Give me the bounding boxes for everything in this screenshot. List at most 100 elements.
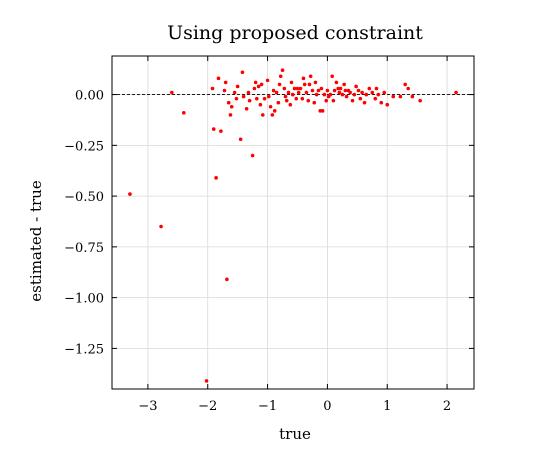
plot-frame (111, 55, 475, 390)
data-point (234, 96, 239, 101)
data-point (410, 94, 415, 99)
x-tick-labels: −3 −2 −1 0 1 2 (138, 399, 451, 414)
data-point (289, 80, 294, 85)
data-point (246, 90, 251, 95)
data-point (352, 92, 357, 97)
chart-title: Using proposed constraint (167, 22, 423, 44)
y-tick-label: −0.50 (64, 190, 104, 205)
data-point (240, 70, 245, 75)
data-point (284, 98, 289, 103)
data-point (367, 86, 372, 91)
data-point (211, 127, 216, 131)
data-point (325, 88, 330, 93)
data-point (295, 86, 300, 91)
data-point (232, 90, 237, 95)
data-point (270, 113, 275, 117)
data-point (373, 96, 378, 101)
data-point (128, 192, 132, 196)
x-tick-label: −2 (198, 399, 217, 414)
x-tick-label: −1 (258, 399, 277, 414)
data-point (235, 84, 240, 89)
y-tick-label: 0.00 (75, 89, 104, 104)
data-point (182, 111, 186, 115)
data-point (340, 92, 345, 97)
data-point (319, 86, 324, 91)
data-point (312, 100, 317, 105)
data-point (331, 98, 336, 103)
data-point (376, 92, 381, 97)
data-point (313, 80, 318, 85)
data-point (362, 100, 367, 105)
data-point (344, 94, 349, 99)
data-point (316, 88, 321, 93)
data-point (330, 74, 334, 79)
data-point (244, 106, 249, 111)
data-point (374, 86, 379, 91)
data-point (223, 80, 228, 85)
data-point (276, 100, 281, 105)
data-point (334, 80, 339, 85)
data-point (356, 88, 361, 93)
data-point (254, 96, 259, 101)
data-point (307, 82, 312, 87)
grid-lines (112, 56, 474, 389)
data-point (292, 86, 297, 91)
data-point (290, 92, 295, 97)
data-point (360, 90, 364, 95)
data-point (253, 80, 258, 85)
data-point (256, 84, 261, 89)
x-tick-label: 2 (443, 399, 451, 414)
data-point (260, 113, 265, 117)
data-point (306, 98, 311, 103)
y-tick-label: −0.25 (64, 139, 104, 154)
data-point (170, 90, 174, 95)
data-point (252, 86, 257, 91)
data-point (454, 90, 458, 95)
x-tick-label: 0 (323, 399, 331, 414)
data-point (324, 98, 329, 103)
data-point (302, 82, 307, 87)
data-point (210, 86, 215, 91)
y-tick-labels: 0.00 −0.25 −0.50 −0.75 −1.00 −1.25 (64, 89, 104, 358)
data-point (204, 379, 209, 383)
data-point (382, 90, 387, 95)
data-point (301, 76, 306, 81)
data-point (403, 82, 407, 87)
data-point (358, 96, 363, 101)
data-point (258, 102, 263, 107)
data-point (328, 92, 333, 97)
data-point (322, 92, 327, 97)
data-point (229, 104, 234, 109)
data-point (320, 109, 325, 113)
x-tick-label: −3 (138, 399, 157, 414)
data-point (159, 224, 163, 229)
y-tick-label: −1.25 (64, 342, 104, 357)
data-point (277, 82, 282, 87)
x-axis-label: true (279, 425, 311, 443)
data-point (225, 277, 229, 282)
data-point (286, 90, 291, 95)
data-point (268, 104, 273, 109)
data-point (337, 90, 342, 95)
data-point (385, 102, 390, 107)
data-point (296, 90, 301, 95)
data-point (271, 88, 276, 93)
data-point (354, 84, 358, 89)
data-point (342, 82, 346, 87)
data-point (310, 88, 315, 93)
axis-ticks (112, 56, 474, 389)
data-point (314, 92, 319, 97)
data-point (226, 100, 231, 105)
data-points (128, 68, 458, 383)
data-point (216, 76, 221, 81)
data-point (308, 74, 313, 79)
data-point (247, 98, 252, 103)
data-point (350, 98, 355, 103)
x-tick-label: 1 (383, 399, 391, 414)
data-point (274, 90, 279, 95)
y-tick-label: −1.00 (64, 292, 104, 307)
data-point (391, 94, 396, 99)
data-point (222, 88, 227, 93)
data-point (398, 94, 403, 99)
data-point (272, 109, 277, 113)
